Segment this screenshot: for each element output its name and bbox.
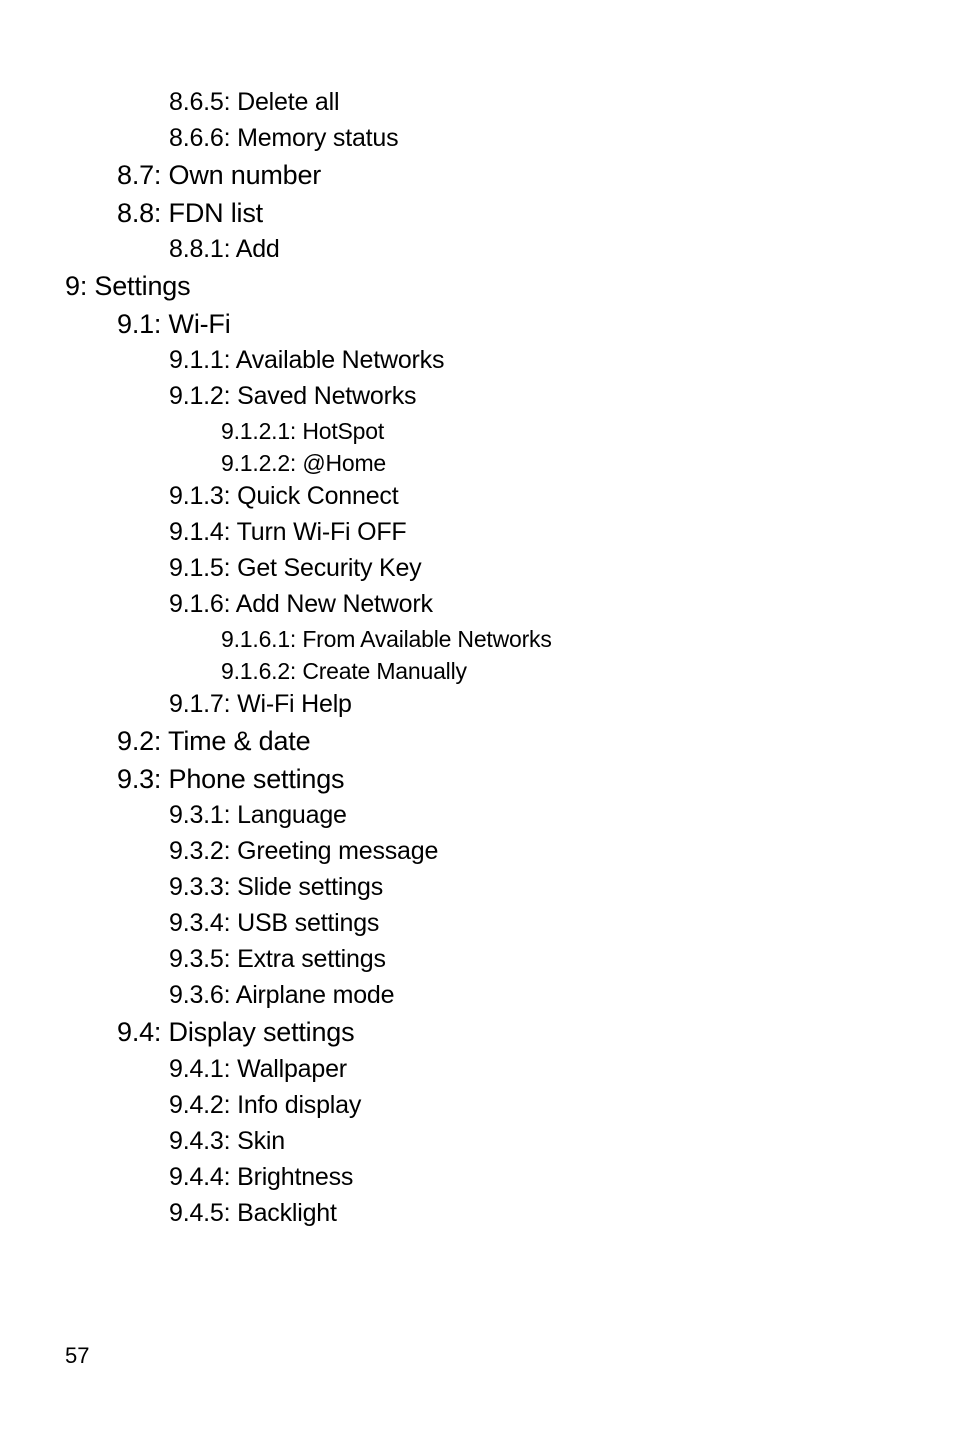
outline-item: 9.4: Display settings <box>117 1019 954 1046</box>
page-number: 57 <box>65 1343 89 1369</box>
outline-item: 9.4.2: Info display <box>169 1093 954 1118</box>
outline-item: 9.1.3: Quick Connect <box>169 484 954 509</box>
outline-item: 9.1.6.1: From Available Networks <box>221 628 954 651</box>
outline-item: 8.6.5: Delete all <box>169 90 954 115</box>
outline-item: 9.1: Wi-Fi <box>117 311 954 338</box>
outline-item: 9.3.2: Greeting message <box>169 839 954 864</box>
outline-item: 9.1.6: Add New Network <box>169 592 954 617</box>
outline-item: 9.4.1: Wallpaper <box>169 1057 954 1082</box>
outline-item: 9.1.2.2: @Home <box>221 452 954 475</box>
outline-item: 9.3.1: Language <box>169 803 954 828</box>
outline-list: 8.6.5: Delete all 8.6.6: Memory status 8.7… <box>65 90 954 1226</box>
outline-item: 9.1.7: Wi-Fi Help <box>169 692 954 717</box>
outline-item: 9.1.6.2: Create Manually <box>221 660 954 683</box>
outline-item: 8.8: FDN list <box>117 200 954 227</box>
outline-item: 8.8.1: Add <box>169 237 954 262</box>
outline-item: 9.1.2.1: HotSpot <box>221 420 954 443</box>
outline-item: 9.3: Phone settings <box>117 766 954 793</box>
outline-item: 9.1.4: Turn Wi-Fi OFF <box>169 520 954 545</box>
outline-item: 9.3.6: Airplane mode <box>169 983 954 1008</box>
outline-item: 9.1.5: Get Security Key <box>169 556 954 581</box>
outline-item: 8.7: Own number <box>117 162 954 189</box>
outline-item: 9.3.3: Slide settings <box>169 875 954 900</box>
outline-item: 9.1.1: Available Networks <box>169 348 954 373</box>
outline-item: 9.4.4: Brightness <box>169 1165 954 1190</box>
outline-item: 9.1.2: Saved Networks <box>169 384 954 409</box>
outline-item: 9.4.3: Skin <box>169 1129 954 1154</box>
outline-item: 8.6.6: Memory status <box>169 126 954 151</box>
outline-item: 9.2: Time & date <box>117 728 954 755</box>
outline-item: 9.3.4: USB settings <box>169 911 954 936</box>
outline-item: 9.4.5: Backlight <box>169 1201 954 1226</box>
outline-item: 9.3.5: Extra settings <box>169 947 954 972</box>
page: 8.6.5: Delete all 8.6.6: Memory status 8.7… <box>0 0 954 1431</box>
outline-item: 9: Settings <box>65 273 954 300</box>
